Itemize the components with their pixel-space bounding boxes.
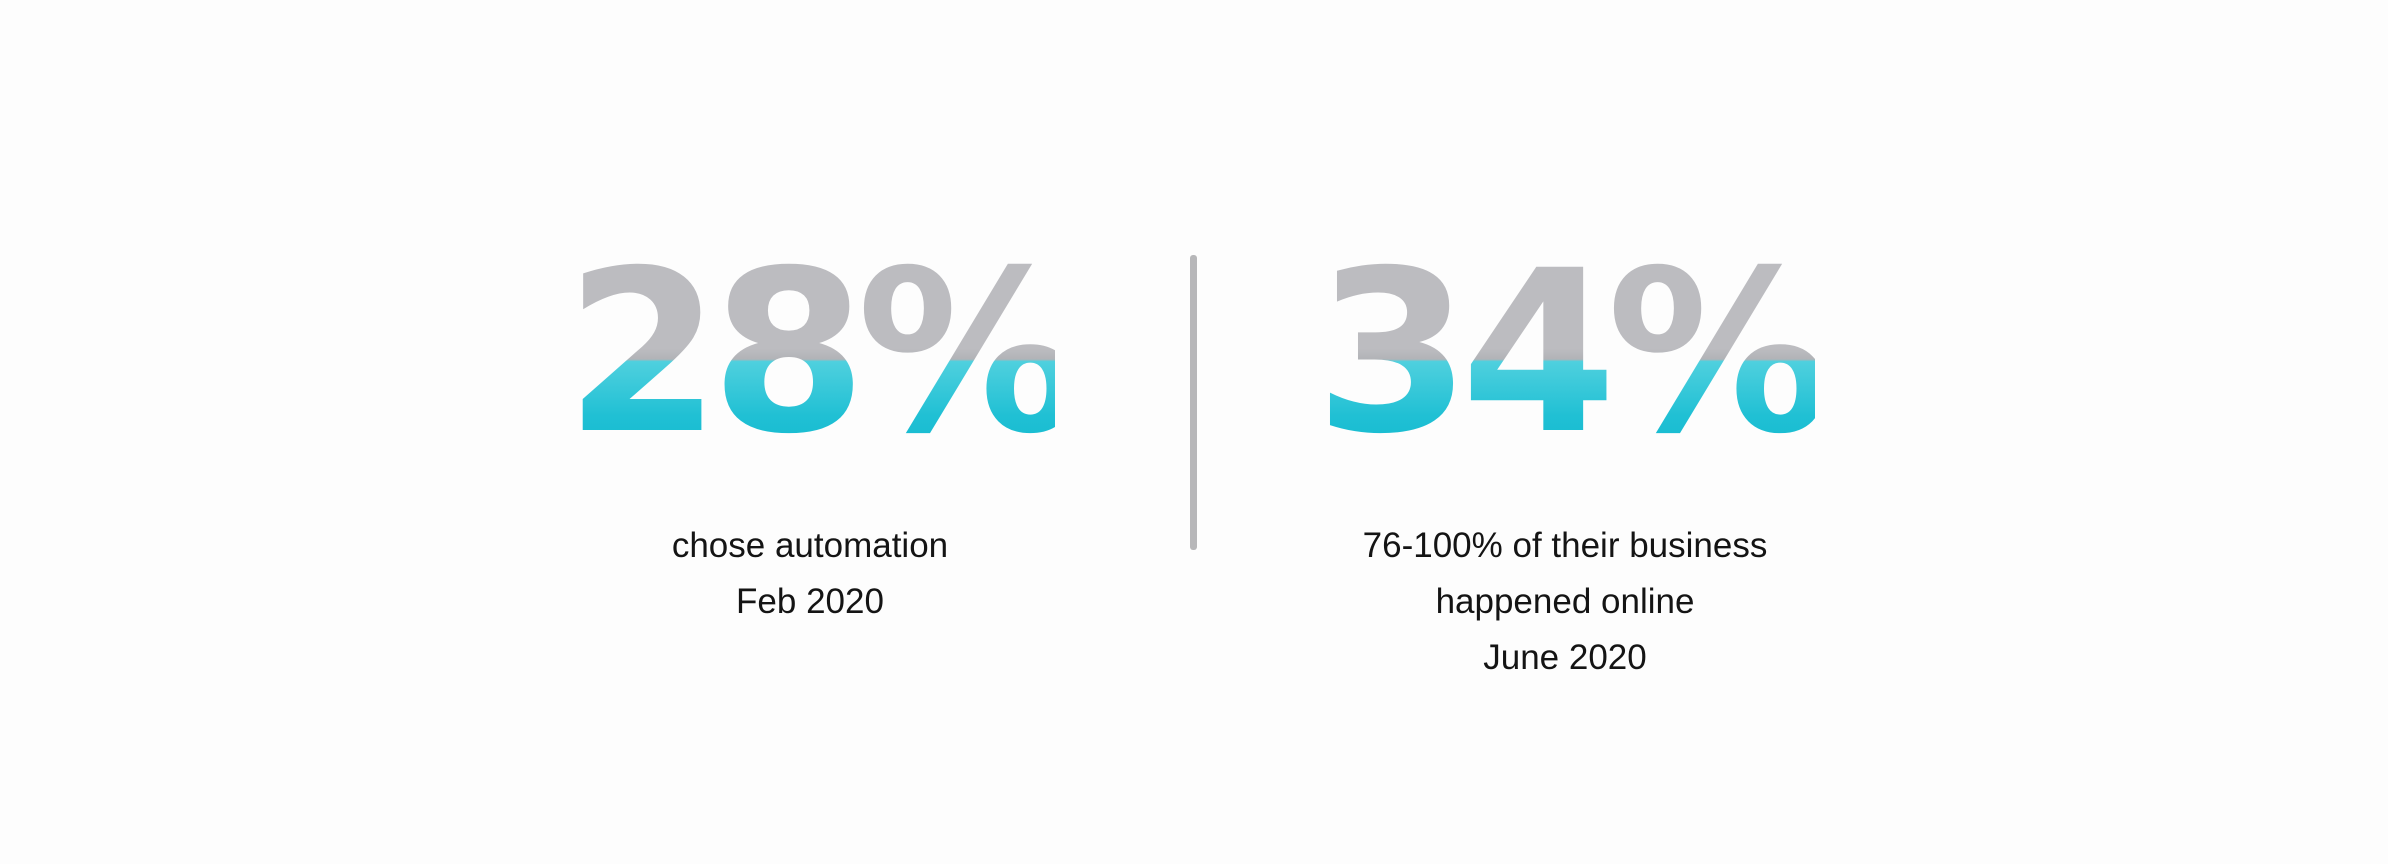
caption-date: June 2020: [1483, 638, 1647, 677]
vertical-divider: [1190, 255, 1197, 550]
caption-line: 76-100% of their business: [1362, 526, 1768, 565]
caption-date: Feb 2020: [736, 582, 884, 621]
stat-percentage: 28%: [565, 222, 1081, 483]
stat-percentage: 34%: [1315, 222, 1831, 483]
caption-line: happened online: [1435, 582, 1695, 621]
stat-caption: 76-100% of their business happened onlin…: [1315, 518, 1815, 686]
caption-line: chose automation: [671, 526, 949, 565]
stat-online-business: 34% 76-100% of their business happened o…: [1315, 0, 1831, 864]
stat-automation: 28% chose automation Feb 2020: [565, 0, 1081, 864]
stat-caption: chose automation Feb 2020: [565, 518, 1055, 630]
